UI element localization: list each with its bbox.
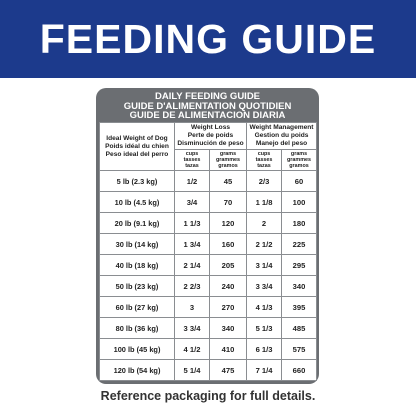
cell-mgmt-grams: 60 (281, 170, 318, 192)
page-title: FEEDING GUIDE (39, 16, 377, 62)
cell-weight: 120 lb (54 kg) (99, 359, 175, 381)
cell-loss-cups: 1 3/4 (174, 233, 210, 255)
column-header-weight: Ideal Weight of Dog Poids idéal du chien… (99, 122, 175, 171)
unit-grams-loss: grams grammes gramos (208, 149, 248, 171)
cell-weight: 50 lb (23 kg) (99, 275, 175, 297)
card-header: DAILY FEEDING GUIDE GUIDE D'ALIMENTATION… (96, 92, 319, 121)
cell-weight: 30 lb (14 kg) (99, 233, 175, 255)
cell-mgmt-cups: 1 1/8 (246, 191, 283, 213)
cell-mgmt-grams: 660 (281, 359, 318, 381)
feeding-table: Ideal Weight of Dog Poids idéal du chien… (99, 122, 318, 381)
unit-grams-mgmt: grams grammes gramos (281, 149, 318, 171)
cell-mgmt-grams: 395 (281, 296, 318, 318)
cell-weight: 5 lb (2.3 kg) (99, 170, 175, 192)
cell-mgmt-grams: 180 (281, 212, 318, 234)
table-row: 30 lb (14 kg) 1 3/4 160 2 1/2 225 (99, 233, 318, 255)
cell-loss-cups: 1 1/3 (174, 212, 210, 234)
table-row: 40 lb (18 kg) 2 1/4 205 3 1/4 295 (99, 254, 318, 276)
cell-weight: 10 lb (4.5 kg) (99, 191, 175, 213)
cell-loss-cups: 1/2 (174, 170, 210, 192)
footer-note: Reference packaging for full details. (100, 389, 316, 403)
cell-loss-cups: 5 1/4 (174, 359, 210, 381)
table-row: 10 lb (4.5 kg) 3/4 70 1 1/8 100 (99, 191, 318, 213)
cell-loss-grams: 475 (208, 359, 248, 381)
cell-loss-grams: 120 (208, 212, 248, 234)
unit-cups-mgmt: cups tasses tazas (246, 149, 283, 171)
cell-loss-grams: 340 (208, 317, 248, 339)
cell-loss-cups: 4 1/2 (174, 338, 210, 360)
cell-weight: 40 lb (18 kg) (99, 254, 175, 276)
feeding-guide-card: DAILY FEEDING GUIDE GUIDE D'ALIMENTATION… (96, 88, 319, 384)
cell-loss-cups: 2 1/4 (174, 254, 210, 276)
cell-loss-cups: 3 (174, 296, 210, 318)
cell-mgmt-cups: 4 1/3 (246, 296, 283, 318)
card-header-line-fr: GUIDE D'ALIMENTATION QUOTIDIEN (123, 100, 292, 112)
title-banner: FEEDING GUIDE (0, 0, 416, 78)
cell-mgmt-cups: 2 1/2 (246, 233, 283, 255)
table-row: 100 lb (45 kg) 4 1/2 410 6 1/3 575 (99, 338, 318, 360)
cell-mgmt-cups: 5 1/3 (246, 317, 283, 339)
cell-mgmt-grams: 100 (281, 191, 318, 213)
cell-mgmt-grams: 485 (281, 317, 318, 339)
cell-loss-grams: 160 (208, 233, 248, 255)
column-header-weight-loss: Weight Loss Perte de poids Disminución d… (173, 122, 248, 150)
cell-loss-grams: 45 (208, 170, 248, 192)
unit-cups-loss: cups tasses tazas (174, 149, 210, 171)
cell-mgmt-grams: 340 (281, 275, 318, 297)
table-row: 20 lb (9.1 kg) 1 1/3 120 2 180 (99, 212, 318, 234)
cell-mgmt-grams: 295 (281, 254, 318, 276)
table-row: 5 lb (2.3 kg) 1/2 45 2/3 60 (99, 170, 318, 192)
cell-loss-cups: 3 3/4 (174, 317, 210, 339)
cell-loss-grams: 70 (208, 191, 248, 213)
cell-loss-cups: 2 2/3 (174, 275, 210, 297)
card-header-line-es: GUIDE DE ALIMENTACION DIARIA (129, 110, 286, 122)
cell-weight: 20 lb (9.1 kg) (99, 212, 175, 234)
cell-loss-cups: 3/4 (174, 191, 210, 213)
cell-mgmt-cups: 7 1/4 (246, 359, 283, 381)
cell-mgmt-grams: 575 (281, 338, 318, 360)
card-header-line-en: DAILY FEEDING GUIDE (154, 91, 261, 102)
cell-mgmt-cups: 3 1/4 (246, 254, 283, 276)
cell-weight: 100 lb (45 kg) (99, 338, 175, 360)
column-header-weight-management: Weight Management Gestion du poids Manej… (246, 122, 318, 150)
table-row: 50 lb (23 kg) 2 2/3 240 3 3/4 340 (99, 275, 318, 297)
cell-mgmt-cups: 3 3/4 (246, 275, 283, 297)
cell-mgmt-cups: 2/3 (246, 170, 283, 192)
cell-weight: 60 lb (27 kg) (99, 296, 175, 318)
cell-mgmt-cups: 2 (246, 212, 283, 234)
table-row: 60 lb (27 kg) 3 270 4 1/3 395 (99, 296, 318, 318)
cell-weight: 80 lb (36 kg) (99, 317, 175, 339)
cell-loss-grams: 240 (208, 275, 248, 297)
table-row: 120 lb (54 kg) 5 1/4 475 7 1/4 660 (99, 359, 318, 381)
table-row: 80 lb (36 kg) 3 3/4 340 5 1/3 485 (99, 317, 318, 339)
cell-loss-grams: 270 (208, 296, 248, 318)
cell-loss-grams: 410 (208, 338, 248, 360)
cell-mgmt-cups: 6 1/3 (246, 338, 283, 360)
cell-loss-grams: 205 (208, 254, 248, 276)
cell-mgmt-grams: 225 (281, 233, 318, 255)
